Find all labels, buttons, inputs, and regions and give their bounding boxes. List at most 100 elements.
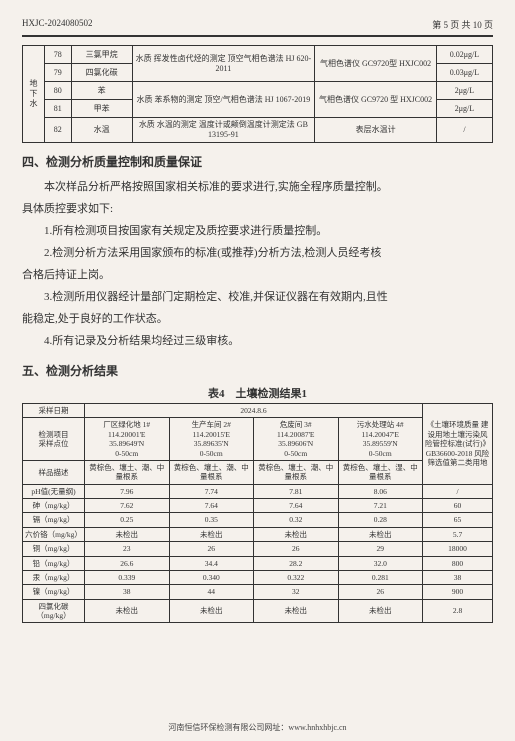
- param-name: 四氯化碳（mg/kg）: [23, 599, 85, 623]
- param-name: 汞（mg/kg）: [23, 570, 85, 584]
- param-val: 未检出: [85, 527, 170, 541]
- gw-n: 78: [44, 46, 71, 64]
- param-name: pH值(无量纲): [23, 484, 85, 498]
- param-val: 38: [85, 585, 170, 599]
- param-val: 26: [169, 542, 254, 556]
- soil-results-table: 采样日期 2024.8.6 《土壤环境质量 建设用地土壤污染风险管控标准(试行)…: [22, 403, 493, 623]
- param-name: 镍（mg/kg）: [23, 585, 85, 599]
- param-val: 0.32: [254, 513, 339, 527]
- char: 黄棕色、壤土、潮、中量根系: [169, 460, 254, 484]
- s4-p7: 能稳定,处于良好的工作状态。: [22, 308, 493, 330]
- param-val: 44: [169, 585, 254, 599]
- char: 黄棕色、壤土、潮、中量根系: [85, 460, 170, 484]
- page-number: 第 5 页 共 10 页: [432, 18, 493, 31]
- date-val: 2024.8.6: [85, 404, 423, 418]
- s4-p3: 1.所有检测项目按国家有关规定及质控要求进行质量控制。: [22, 220, 493, 242]
- groundwater-table: 地下水 78 三氯甲烷 水质 挥发性卤代烃的测定 顶空气相色谱法 HJ 620-…: [22, 45, 493, 143]
- s4-p8: 4.所有记录及分析结果均经过三级审核。: [22, 330, 493, 352]
- param-val: 26.6: [85, 556, 170, 570]
- doc-number: HXJC-2024080502: [22, 18, 93, 31]
- param-val: 0.35: [169, 513, 254, 527]
- param-val: 未检出: [254, 527, 339, 541]
- param-val: 0.281: [338, 570, 423, 584]
- gw-name: 三氯甲烷: [71, 46, 132, 64]
- param-val: 32: [254, 585, 339, 599]
- param-val: 0.25: [85, 513, 170, 527]
- param-val: 未检出: [254, 599, 339, 623]
- loc: 污水处理站 4# 114.20047'E 35.89559'N 0-50cm: [338, 418, 423, 461]
- gw-n: 79: [44, 64, 71, 82]
- page-footer: 河南恒信环保检测有限公司网址：www.hnhxhbjc.cn: [0, 722, 515, 733]
- s4-p5: 合格后持证上岗。: [22, 264, 493, 286]
- param-val: 26: [254, 542, 339, 556]
- param-std: 800: [423, 556, 493, 570]
- param-name: 镉（mg/kg）: [23, 513, 85, 527]
- gw-method: 水质 水温的测定 温度计或颠倒温度计测定法 GB 13195-91: [132, 118, 315, 143]
- gw-name: 苯: [71, 82, 132, 100]
- gw-name: 甲苯: [71, 100, 132, 118]
- gw-n: 82: [44, 118, 71, 143]
- gw-lim: /: [436, 118, 492, 143]
- param-std: 60: [423, 499, 493, 513]
- param-val: 7.21: [338, 499, 423, 513]
- s4-p2: 具体质控要求如下:: [22, 198, 493, 220]
- section5-title: 五、检测分析结果: [22, 362, 493, 379]
- char-lbl: 样品描述: [23, 460, 85, 484]
- param-val: 未检出: [338, 527, 423, 541]
- param-val: 未检出: [338, 599, 423, 623]
- param-val: 26: [338, 585, 423, 599]
- gw-inst: 表层水温计: [315, 118, 437, 143]
- std-lbl: 《土壤环境质量 建设用地土壤污染风险管控标准(试行)》GB36600-2018 …: [423, 404, 493, 485]
- param-val: 未检出: [169, 527, 254, 541]
- gw-name: 四氯化碳: [71, 64, 132, 82]
- char: 黄棕色、壤土、潮、中量根系: [254, 460, 339, 484]
- table4-caption: 表4 土壤检测结果1: [22, 385, 493, 401]
- param-val: 32.0: [338, 556, 423, 570]
- char: 黄棕色、壤土、湿、中量根系: [338, 460, 423, 484]
- param-val: 0.28: [338, 513, 423, 527]
- param-std: 38: [423, 570, 493, 584]
- param-std: 18000: [423, 542, 493, 556]
- param-val: 0.339: [85, 570, 170, 584]
- gw-method: 水质 挥发性卤代烃的测定 顶空气相色谱法 HJ 620-2011: [132, 46, 315, 82]
- param-val: 7.62: [85, 499, 170, 513]
- param-name: 铜（mg/kg）: [23, 542, 85, 556]
- gw-lim: 2μg/L: [436, 100, 492, 118]
- gw-method: 水质 苯系物的测定 顶空/气相色谱法 HJ 1067-2019: [132, 82, 315, 118]
- gw-n: 81: [44, 100, 71, 118]
- param-val: 0.322: [254, 570, 339, 584]
- gw-lim: 0.03μg/L: [436, 64, 492, 82]
- loc: 危废间 3# 114.20087'E 35.89606'N 0-50cm: [254, 418, 339, 461]
- header-rule: [22, 35, 493, 37]
- param-name: 六价铬（mg/kg）: [23, 527, 85, 541]
- gw-n: 80: [44, 82, 71, 100]
- s4-p1: 本次样品分析严格按照国家相关标准的要求进行,实施全程序质量控制。: [22, 176, 493, 198]
- gw-lim: 0.02μg/L: [436, 46, 492, 64]
- section4-title: 四、检测分析质量控制和质量保证: [22, 153, 493, 170]
- param-val: 0.340: [169, 570, 254, 584]
- param-val: 34.4: [169, 556, 254, 570]
- param-val: 未检出: [85, 599, 170, 623]
- param-name: 铅（mg/kg）: [23, 556, 85, 570]
- gw-lim: 2μg/L: [436, 82, 492, 100]
- param-val: 7.74: [169, 484, 254, 498]
- param-val: 28.2: [254, 556, 339, 570]
- loc-lbl: 检测项目 采样点位: [23, 418, 85, 461]
- param-std: 900: [423, 585, 493, 599]
- param-std: 65: [423, 513, 493, 527]
- loc: 厂区绿化地 1# 114.20001'E 35.89649'N 0-50cm: [85, 418, 170, 461]
- param-val: 7.64: [254, 499, 339, 513]
- param-val: 7.81: [254, 484, 339, 498]
- gw-inst: 气相色谱仪 GC9720型 HXJC002: [315, 46, 437, 82]
- param-std: 5.7: [423, 527, 493, 541]
- param-std: /: [423, 484, 493, 498]
- param-val: 23: [85, 542, 170, 556]
- gw-inst: 气相色谱仪 GC9720 型 HXJC002: [315, 82, 437, 118]
- param-val: 7.96: [85, 484, 170, 498]
- s4-p6: 3.检测所用仪器经计量部门定期检定、校准,并保证仪器在有效期内,且性: [22, 286, 493, 308]
- param-val: 29: [338, 542, 423, 556]
- param-name: 砷（mg/kg）: [23, 499, 85, 513]
- param-val: 7.64: [169, 499, 254, 513]
- loc: 生产车间 2# 114.20015'E 35.89635'N 0-50cm: [169, 418, 254, 461]
- page-header: HXJC-2024080502 第 5 页 共 10 页: [22, 18, 493, 31]
